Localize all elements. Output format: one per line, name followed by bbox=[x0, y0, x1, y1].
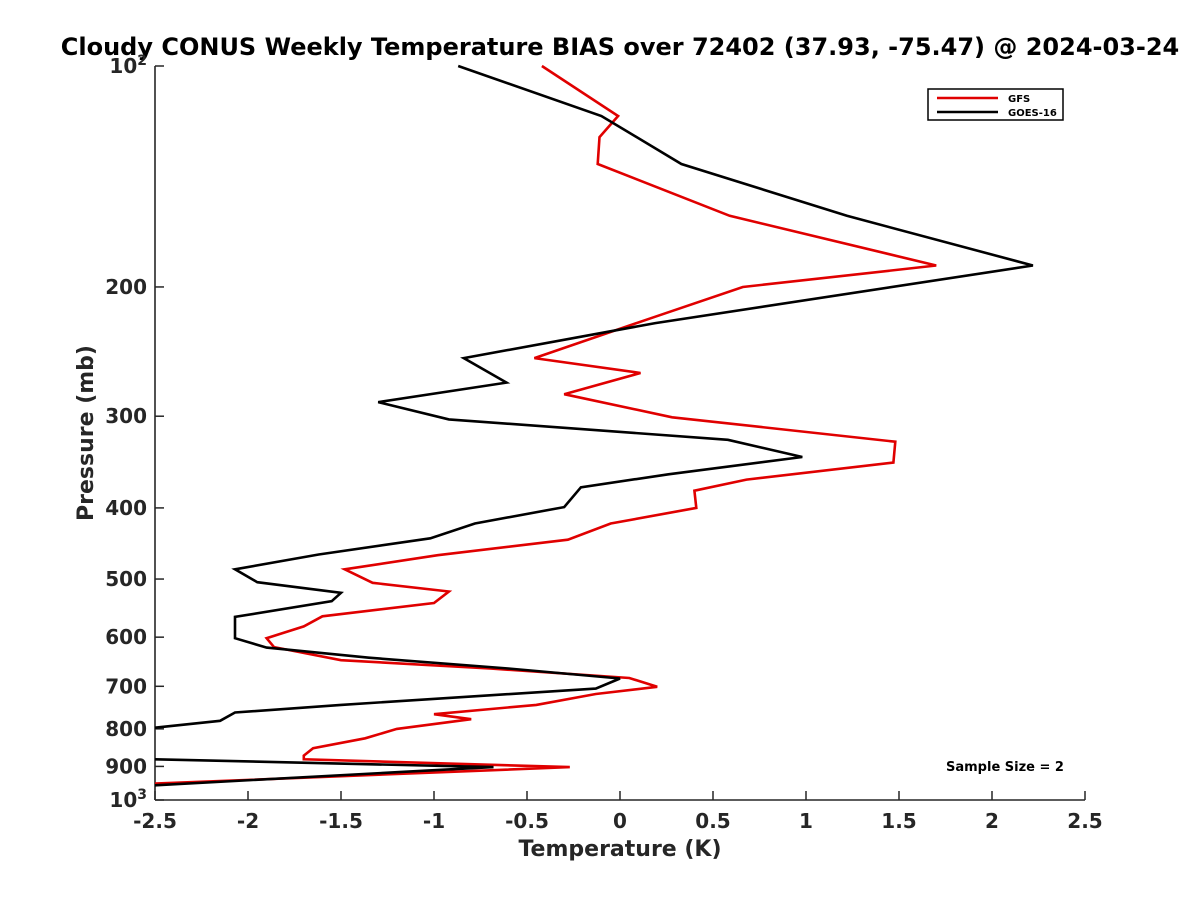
x-tick-label: 1.5 bbox=[881, 809, 916, 833]
y-tick-label: 300 bbox=[105, 404, 147, 428]
chart-title: Cloudy CONUS Weekly Temperature BIAS ove… bbox=[61, 33, 1179, 61]
legend-label: GFS bbox=[1008, 94, 1030, 105]
series-line-gfs-0 bbox=[154, 64, 937, 785]
legend-box bbox=[927, 88, 1064, 121]
y-tick-label: 600 bbox=[105, 625, 147, 649]
x-tick-label: 0 bbox=[613, 809, 627, 833]
x-tick-label: -0.5 bbox=[505, 809, 549, 833]
legend-label: GOES-16 bbox=[1008, 108, 1057, 119]
legend: GFS GOES-16 bbox=[927, 88, 1064, 121]
x-tick-label: -1.5 bbox=[319, 809, 363, 833]
y-tick-label: 800 bbox=[105, 717, 147, 741]
y-tick-label: 103 bbox=[109, 787, 147, 812]
y-tick-label: 400 bbox=[105, 496, 147, 520]
x-tick-label: 2.5 bbox=[1067, 809, 1102, 833]
x-axis-label: Temperature (K) bbox=[518, 837, 721, 862]
y-axis-label: Pressure (mb) bbox=[74, 345, 99, 521]
series-lines bbox=[154, 64, 1034, 787]
x-tick-label: 2 bbox=[985, 809, 999, 833]
y-tick-base: 10 bbox=[109, 788, 137, 812]
y-tick-exponent: 3 bbox=[137, 787, 147, 803]
x-tick-label: 1 bbox=[799, 809, 813, 833]
y-tick-label: 102 bbox=[109, 53, 147, 78]
series-line-goes-16-1 bbox=[154, 64, 1034, 729]
x-tick-label: -2 bbox=[237, 809, 259, 833]
x-tick-label: 0.5 bbox=[695, 809, 730, 833]
y-tick-base: 10 bbox=[109, 54, 137, 78]
series-line-goes-16-2 bbox=[154, 758, 494, 787]
y-tick-label: 900 bbox=[105, 754, 147, 778]
x-tick-label: -1 bbox=[423, 809, 445, 833]
sample-size-annotation: Sample Size = 2 bbox=[946, 760, 1064, 775]
x-tick-label: -2.5 bbox=[133, 809, 177, 833]
y-tick-label: 200 bbox=[105, 275, 147, 299]
y-tick-exponent: 2 bbox=[137, 53, 147, 69]
axes: -2.5 -2 -1.5 -1 -0.5 0 0.5 1 1.5 2 2.5102200300400… bbox=[105, 53, 1102, 833]
y-tick-label: 500 bbox=[105, 567, 147, 591]
y-tick-label: 700 bbox=[105, 674, 147, 698]
